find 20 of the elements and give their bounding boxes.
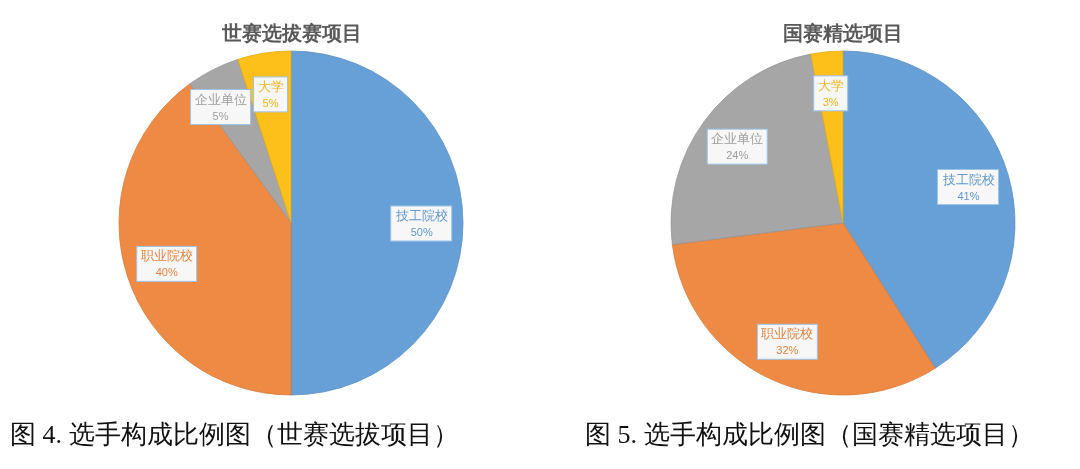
slice-label: 大学 — [257, 79, 284, 94]
title: 世赛选拔赛项目 — [222, 22, 362, 44]
slice-label: 技工院校 — [941, 172, 995, 187]
data-label: 5% — [262, 96, 279, 109]
data-label: 24% — [726, 149, 749, 162]
data-label: 5% — [212, 109, 229, 122]
slice-label: 职业院校 — [140, 249, 193, 264]
slice-label: 大学 — [817, 78, 844, 93]
data-label: 32% — [776, 344, 799, 357]
data-label: 40% — [155, 266, 178, 279]
caption: 图 4. 选手构成比例图（世赛选拔项目） — [10, 420, 459, 449]
caption: 图 5. 选手构成比例图（国赛精选项目） — [585, 420, 1034, 449]
data-label: 41% — [957, 189, 980, 202]
data-label: 3% — [822, 95, 839, 108]
slice-label: 职业院校 — [761, 327, 814, 342]
slice-label: 企业单位 — [711, 132, 764, 147]
title: 国赛精选项目 — [783, 22, 903, 44]
slice-label: 企业单位 — [194, 92, 247, 107]
slice-label: 技工院校 — [394, 209, 448, 223]
data-label: 50% — [410, 226, 433, 238]
